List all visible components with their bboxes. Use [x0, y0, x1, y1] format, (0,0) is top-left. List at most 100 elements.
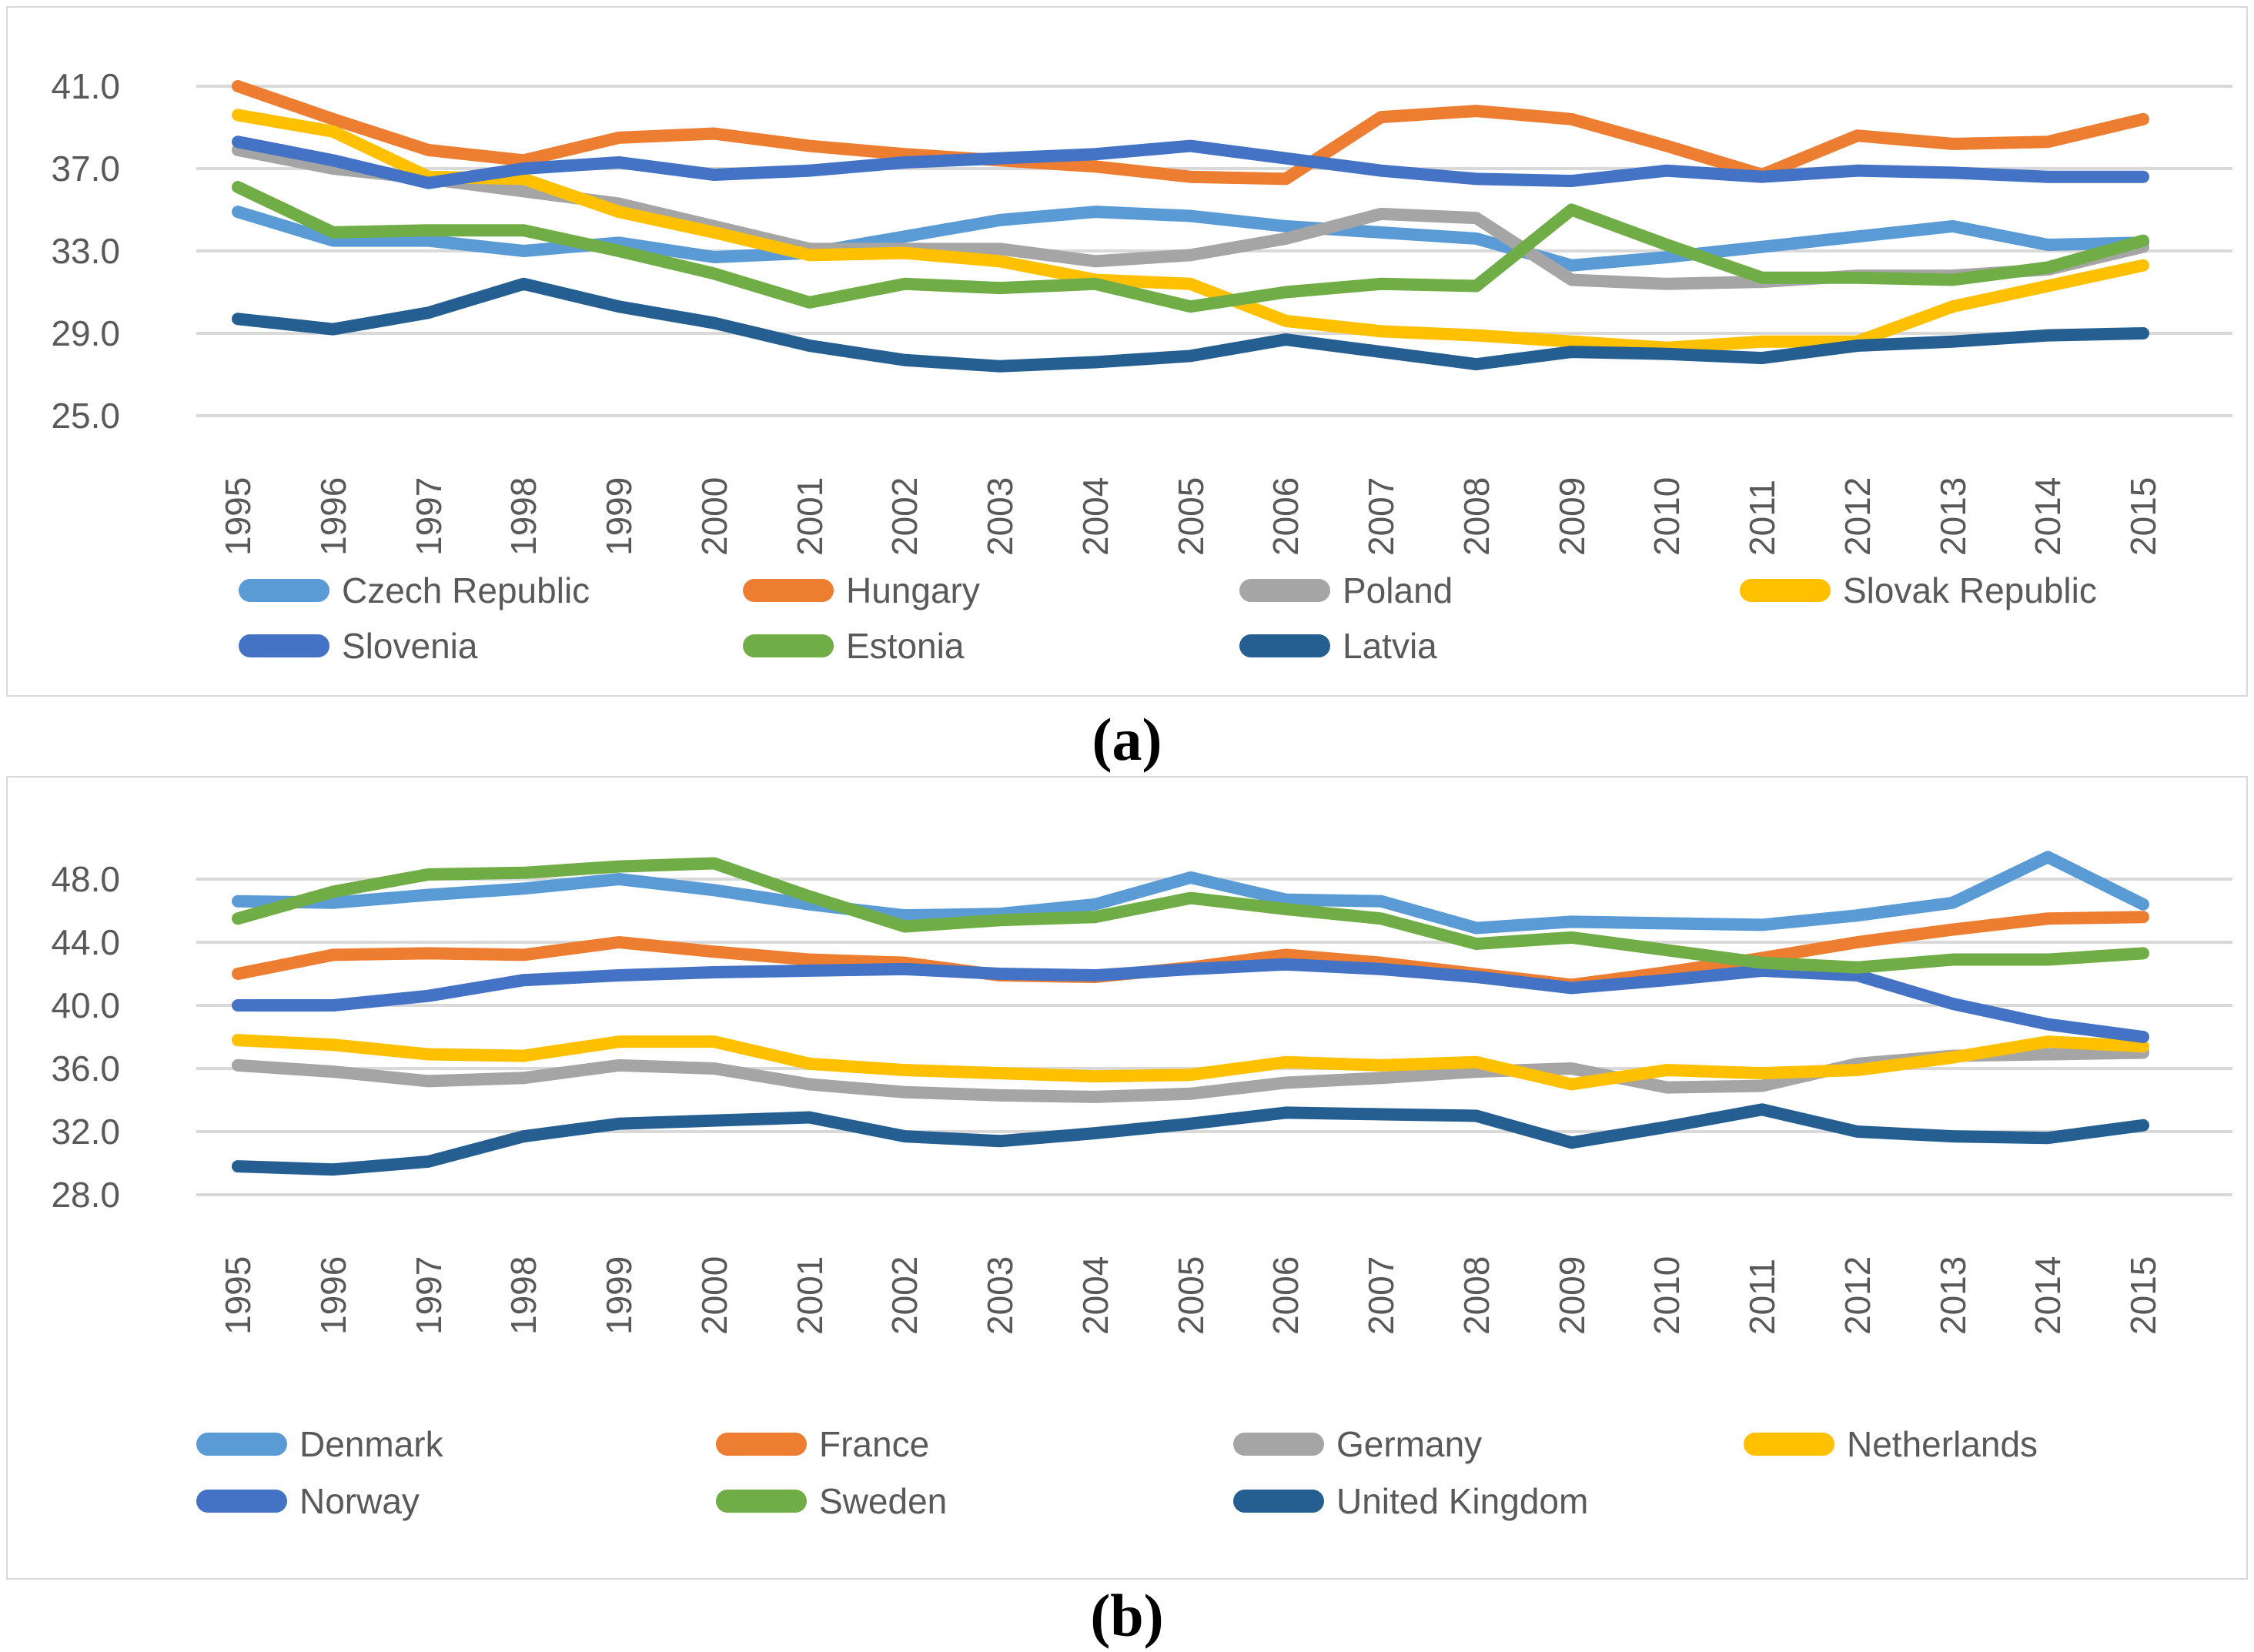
legend-item-slovak-republic: Slovak Republic	[1740, 570, 2097, 610]
x-tick-label: 2009	[1551, 477, 1592, 556]
x-tick-label: 2002	[885, 477, 925, 556]
x-tick-label: 2010	[1647, 1256, 1687, 1335]
line-hungary	[232, 80, 2149, 186]
line-slovenia	[232, 135, 2149, 189]
x-tick-label: 2004	[1075, 1256, 1115, 1335]
x-tick-label: 2006	[1266, 1256, 1306, 1335]
chart-panel-b: 48.0 44.0 40.0 36.0 32.0 28.0 1995 1996 1997 1998…	[6, 776, 2248, 1580]
legend-swatch-netherlands	[1744, 1433, 1834, 1456]
legend-swatch-france	[716, 1433, 807, 1456]
chart-panel-a: 41.0 37.0 33.0 29.0 25.0 1995 1996 1997 1998 1999…	[6, 6, 2248, 697]
x-tick-label: 2003	[980, 1256, 1020, 1335]
legend-item-czech-republic: Czech Republic	[239, 570, 590, 610]
legend-label: Hungary	[846, 570, 980, 610]
legend-swatch-sweden	[716, 1490, 807, 1513]
legend-swatch-slovenia	[239, 634, 329, 657]
x-tick-label: 2007	[1361, 1256, 1401, 1335]
x-tick-label: 2005	[1170, 477, 1211, 556]
legend-item-latvia: Latvia	[1239, 626, 1437, 666]
legend-label: Slovenia	[342, 626, 478, 666]
x-tick-label: 2000	[694, 477, 734, 556]
x-tick-label: 1996	[313, 477, 353, 556]
legend-label: Czech Republic	[342, 570, 590, 610]
x-tick-label: 2003	[980, 477, 1020, 556]
x-tick-label: 2006	[1266, 477, 1306, 556]
x-tick-label: 2001	[789, 477, 830, 556]
legend-swatch-czech-republic	[239, 579, 329, 602]
x-tick-label: 2009	[1551, 1256, 1592, 1335]
y-tick-label: 32.0	[51, 1112, 120, 1152]
y-tick-label: 41.0	[51, 66, 120, 106]
legend-swatch-latvia	[1239, 634, 1330, 657]
legend-item-norway: Norway	[196, 1481, 420, 1521]
legend-item-estonia: Estonia	[743, 626, 965, 666]
legend-item-france: France	[716, 1424, 930, 1464]
x-tick-label: 2013	[1932, 1256, 1973, 1335]
legend-item-sweden: Sweden	[716, 1481, 948, 1521]
legend-label: Norway	[299, 1481, 420, 1521]
line-netherlands	[232, 1034, 2149, 1091]
legend-label: Netherlands	[1847, 1424, 2038, 1464]
y-tick-label: 48.0	[51, 859, 120, 899]
plot-area-a	[196, 80, 2232, 417]
y-tick-label: 29.0	[51, 313, 120, 353]
x-tick-label: 2012	[1837, 477, 1878, 556]
x-tick-label: 1995	[218, 477, 258, 556]
line-norway	[232, 958, 2149, 1043]
legend-label: Latvia	[1343, 626, 1437, 666]
line-sweden	[232, 857, 2149, 974]
legend-item-germany: Germany	[1233, 1424, 1483, 1464]
y-tick-label: 44.0	[51, 922, 120, 962]
x-tick-label: 2011	[1742, 480, 1782, 556]
x-tick-label: 2007	[1361, 477, 1401, 556]
line-czech-republic	[232, 206, 2149, 272]
x-tick-label: 2010	[1647, 477, 1687, 556]
legend-swatch-germany	[1233, 1433, 1324, 1456]
legend-label: Sweden	[819, 1481, 948, 1521]
x-tick-label: 1998	[503, 477, 544, 556]
legend-label: France	[819, 1424, 930, 1464]
caption-b: (b)	[1090, 1582, 1164, 1649]
y-tick-label: 28.0	[51, 1175, 120, 1215]
x-tick-label: 1995	[218, 1256, 258, 1335]
x-tick-label: 2015	[2123, 1256, 2163, 1335]
x-tick-label: 2004	[1075, 477, 1115, 556]
x-tick-label: 1999	[599, 1256, 639, 1335]
legend-item-hungary: Hungary	[743, 570, 980, 610]
y-tick-label: 40.0	[51, 985, 120, 1025]
legend-swatch-hungary	[743, 579, 834, 602]
x-tick-label: 2000	[694, 1256, 734, 1335]
legend-swatch-norway	[196, 1490, 287, 1513]
line-slovak-republic	[232, 109, 2149, 354]
plot-area-b	[196, 851, 2232, 1196]
legend-swatch-united-kingdom	[1233, 1490, 1324, 1513]
x-tick-label: 2015	[2123, 477, 2163, 556]
x-tick-label: 2013	[1932, 477, 1973, 556]
x-tick-label: 2005	[1170, 1256, 1211, 1335]
line-latvia	[232, 277, 2149, 373]
line-denmark	[232, 851, 2149, 935]
x-tick-label: 2008	[1456, 1256, 1497, 1335]
x-tick-label: 2012	[1837, 1256, 1878, 1335]
legend-label: Germany	[1336, 1424, 1483, 1464]
x-tick-label: 2014	[2028, 1256, 2068, 1335]
y-tick-label: 37.0	[51, 149, 120, 189]
legend-item-denmark: Denmark	[196, 1424, 443, 1464]
legend-item-united-kingdom: United Kingdom	[1233, 1481, 1589, 1521]
x-tick-label: 1997	[408, 1256, 449, 1335]
x-tick-label: 2002	[885, 1256, 925, 1335]
legend-label: United Kingdom	[1336, 1481, 1589, 1521]
legend-item-poland: Poland	[1239, 570, 1453, 610]
y-tick-label: 25.0	[51, 396, 120, 436]
legend-label: Denmark	[299, 1424, 443, 1464]
legend-label: Estonia	[846, 626, 965, 666]
legend-swatch-denmark	[196, 1433, 287, 1456]
legend-label: Poland	[1343, 570, 1453, 610]
y-tick-label: 33.0	[51, 231, 120, 271]
legend-swatch-poland	[1239, 579, 1330, 602]
x-tick-label: 2014	[2028, 477, 2068, 556]
legend-item-netherlands: Netherlands	[1744, 1424, 2038, 1464]
line-united-kingdom	[232, 1103, 2149, 1176]
line-estonia	[232, 181, 2149, 313]
x-tick-label: 1999	[599, 477, 639, 556]
